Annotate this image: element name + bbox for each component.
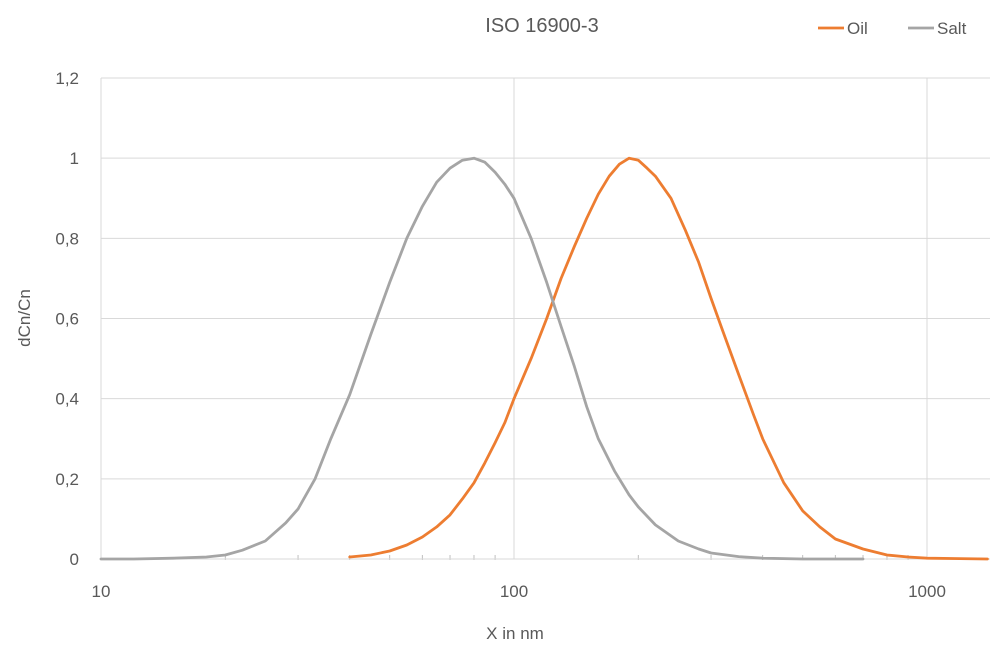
y-axis-label: dCn/Cn <box>15 289 34 347</box>
legend: Oil Salt <box>818 19 967 38</box>
y-tick-label: 0 <box>70 550 79 569</box>
x-tick-label: 10 <box>92 582 111 601</box>
y-tick-label: 1,2 <box>55 69 79 88</box>
x-axis-tick-labels: 10 100 1000 <box>92 582 946 601</box>
legend-label-oil: Oil <box>847 19 868 38</box>
y-tick-label: 0,2 <box>55 470 79 489</box>
series-line-salt <box>99 156 865 561</box>
x-tick-label: 100 <box>500 582 528 601</box>
y-tick-label: 0,6 <box>55 310 79 329</box>
legend-label-salt: Salt <box>937 19 967 38</box>
y-tick-label: 0,8 <box>55 229 79 248</box>
y-tick-label: 0,4 <box>55 390 79 409</box>
y-axis-tick-labels: 0 0,2 0,4 0,6 0,8 1 1,2 <box>55 69 79 569</box>
y-tick-label: 1 <box>70 149 79 168</box>
series-group <box>99 156 989 561</box>
x-tick-label: 1000 <box>908 582 946 601</box>
x-axis-label: X in nm <box>486 624 544 643</box>
chart-title: ISO 16900-3 <box>485 15 598 37</box>
series-line-oil <box>348 156 989 561</box>
